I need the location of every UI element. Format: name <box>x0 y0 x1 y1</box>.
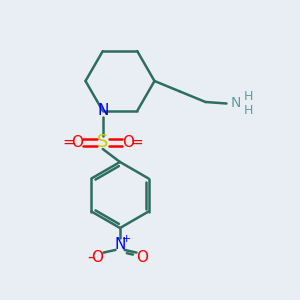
Text: N: N <box>231 97 242 110</box>
Text: S: S <box>97 134 108 152</box>
Text: O: O <box>92 250 104 266</box>
Text: O: O <box>136 250 148 266</box>
Text: N: N <box>97 103 108 118</box>
Text: H: H <box>244 90 253 104</box>
Text: O: O <box>71 135 83 150</box>
Text: +: + <box>122 233 131 244</box>
Text: O: O <box>122 135 134 150</box>
Text: N: N <box>114 237 126 252</box>
Text: H: H <box>244 103 253 117</box>
Text: =: = <box>62 135 75 150</box>
Text: =: = <box>130 135 143 150</box>
Text: -: - <box>87 248 93 266</box>
